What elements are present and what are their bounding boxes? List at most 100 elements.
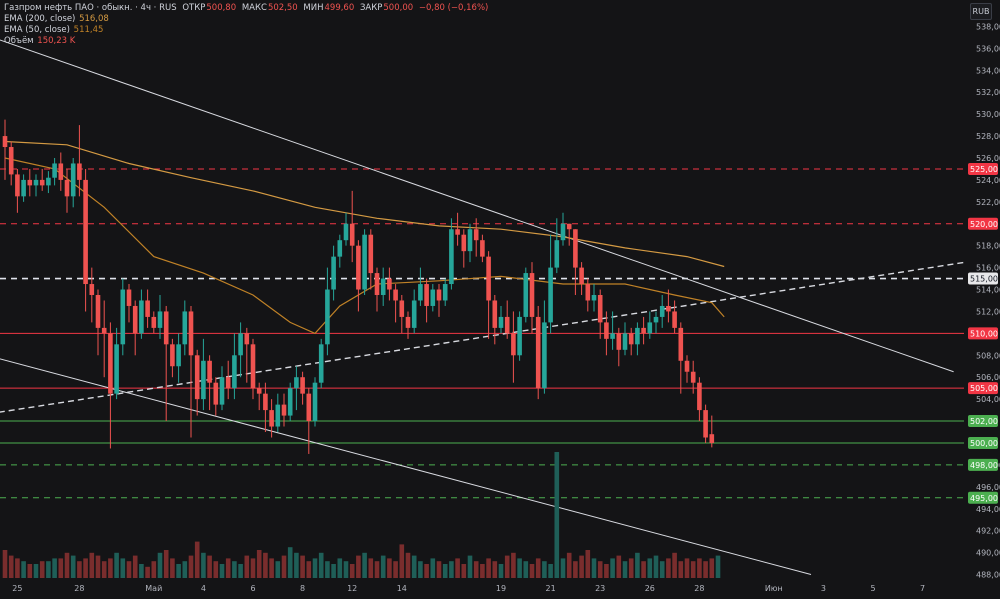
- candle-body: [21, 179, 26, 197]
- candle-body: [535, 316, 541, 389]
- candle-body: [89, 284, 95, 295]
- candle-body: [647, 322, 653, 334]
- candle-body: [188, 311, 194, 356]
- time-tick-label: 28: [694, 584, 704, 593]
- ema200-line: [4, 140, 725, 268]
- volume-bar: [250, 558, 256, 578]
- candle-body: [387, 278, 392, 290]
- volume-bar: [182, 561, 188, 578]
- time-tick-label: 3: [821, 584, 826, 593]
- time-tick-label: 8: [300, 584, 305, 593]
- volume-bar: [331, 564, 336, 578]
- volume-bar: [163, 550, 169, 578]
- volume-bar: [504, 555, 510, 578]
- candle-body: [467, 229, 473, 252]
- price-level-tag-label: 510,00: [970, 329, 998, 338]
- volume-bar: [393, 561, 398, 578]
- volume-bar: [604, 564, 609, 578]
- price-level-tag-label: 505,00: [970, 384, 998, 393]
- price-axis[interactable]: [964, 0, 1000, 580]
- volume-bar: [95, 555, 101, 578]
- candle-body: [256, 388, 262, 394]
- volume-bar: [653, 555, 659, 578]
- candle-body: [523, 273, 529, 317]
- ohlc-change: −0,80 (−0,16%): [418, 3, 489, 13]
- candle-body: [58, 163, 64, 180]
- candle-body: [349, 223, 355, 246]
- candle-body: [269, 410, 274, 427]
- candle-body: [684, 360, 690, 372]
- volume-bar: [170, 558, 175, 578]
- candle-body: [126, 289, 132, 306]
- candle-body: [219, 377, 225, 405]
- volume-bar: [436, 561, 442, 578]
- volume-bar: [349, 564, 355, 578]
- volume-bar: [690, 561, 696, 578]
- volume-bar: [517, 558, 522, 578]
- volume-bar: [430, 558, 436, 578]
- price-tick-label: 518,00: [976, 242, 1000, 251]
- candle-body: [281, 404, 287, 416]
- candle-body: [573, 229, 578, 268]
- currency-button[interactable]: RUB: [970, 3, 992, 20]
- volume-bar: [275, 561, 281, 578]
- price-tick-label: 526,00: [976, 154, 1000, 163]
- volume-bar: [374, 561, 380, 578]
- candle-body: [27, 179, 33, 186]
- candle-body: [244, 333, 250, 345]
- volume-bar: [666, 558, 671, 578]
- volume-bar: [238, 564, 243, 578]
- volume-bar: [318, 552, 324, 578]
- volume-bar: [380, 555, 386, 578]
- legend-ema50-row[interactable]: EMA (50, close) 511,45: [4, 25, 488, 36]
- volume-bar: [709, 558, 715, 578]
- volume-bar: [188, 555, 194, 578]
- volume-bar: [15, 558, 20, 578]
- candle-body: [170, 344, 175, 367]
- volume-bar: [108, 558, 113, 578]
- volume-bar: [442, 564, 448, 578]
- candle-body: [64, 179, 70, 197]
- volume-bar: [461, 564, 467, 578]
- candle-body: [393, 289, 398, 301]
- legend-volume-row[interactable]: Объём 150,23 K: [4, 36, 488, 47]
- candle-body: [424, 284, 429, 306]
- volume-bar: [573, 561, 578, 578]
- time-axis[interactable]: [0, 578, 1000, 595]
- volume-bar: [325, 561, 330, 578]
- legend-ema200-row[interactable]: EMA (200, close) 516,08: [4, 14, 488, 25]
- candle-body: [225, 377, 231, 389]
- volume-bar: [58, 558, 64, 578]
- volume-bar: [151, 561, 157, 578]
- volume-label: Объём: [4, 36, 34, 46]
- candle-body: [548, 267, 553, 323]
- candle-body: [182, 311, 188, 345]
- volume-bar: [101, 561, 107, 578]
- volume-bar: [362, 552, 367, 578]
- volume-bar: [263, 552, 268, 578]
- volume-bar: [647, 558, 653, 578]
- price-tick-label: 530,00: [976, 110, 1000, 119]
- candle-body: [151, 316, 157, 328]
- price-level-tag: [968, 491, 998, 504]
- volume-bar: [126, 561, 132, 578]
- price-level-tag: [968, 382, 998, 395]
- candle-body: [504, 316, 510, 334]
- candle-body: [120, 289, 126, 345]
- candle-body: [114, 344, 119, 394]
- volume-bar: [715, 555, 721, 578]
- candle-body: [176, 344, 181, 367]
- candle-body: [374, 273, 380, 295]
- candle-body: [703, 410, 708, 438]
- symbol-title[interactable]: Газпром нефть ПАО · обыкн. · 4ч · RUS: [4, 3, 177, 13]
- trend-line: [0, 358, 812, 576]
- volume-bar: [560, 558, 566, 578]
- volume-bar: [145, 566, 150, 578]
- volume-bar: [219, 564, 225, 578]
- volume-value: 150,23 K: [37, 36, 76, 46]
- volume-bar: [566, 552, 572, 578]
- volume-bar: [585, 550, 591, 578]
- candle-body: [461, 234, 467, 252]
